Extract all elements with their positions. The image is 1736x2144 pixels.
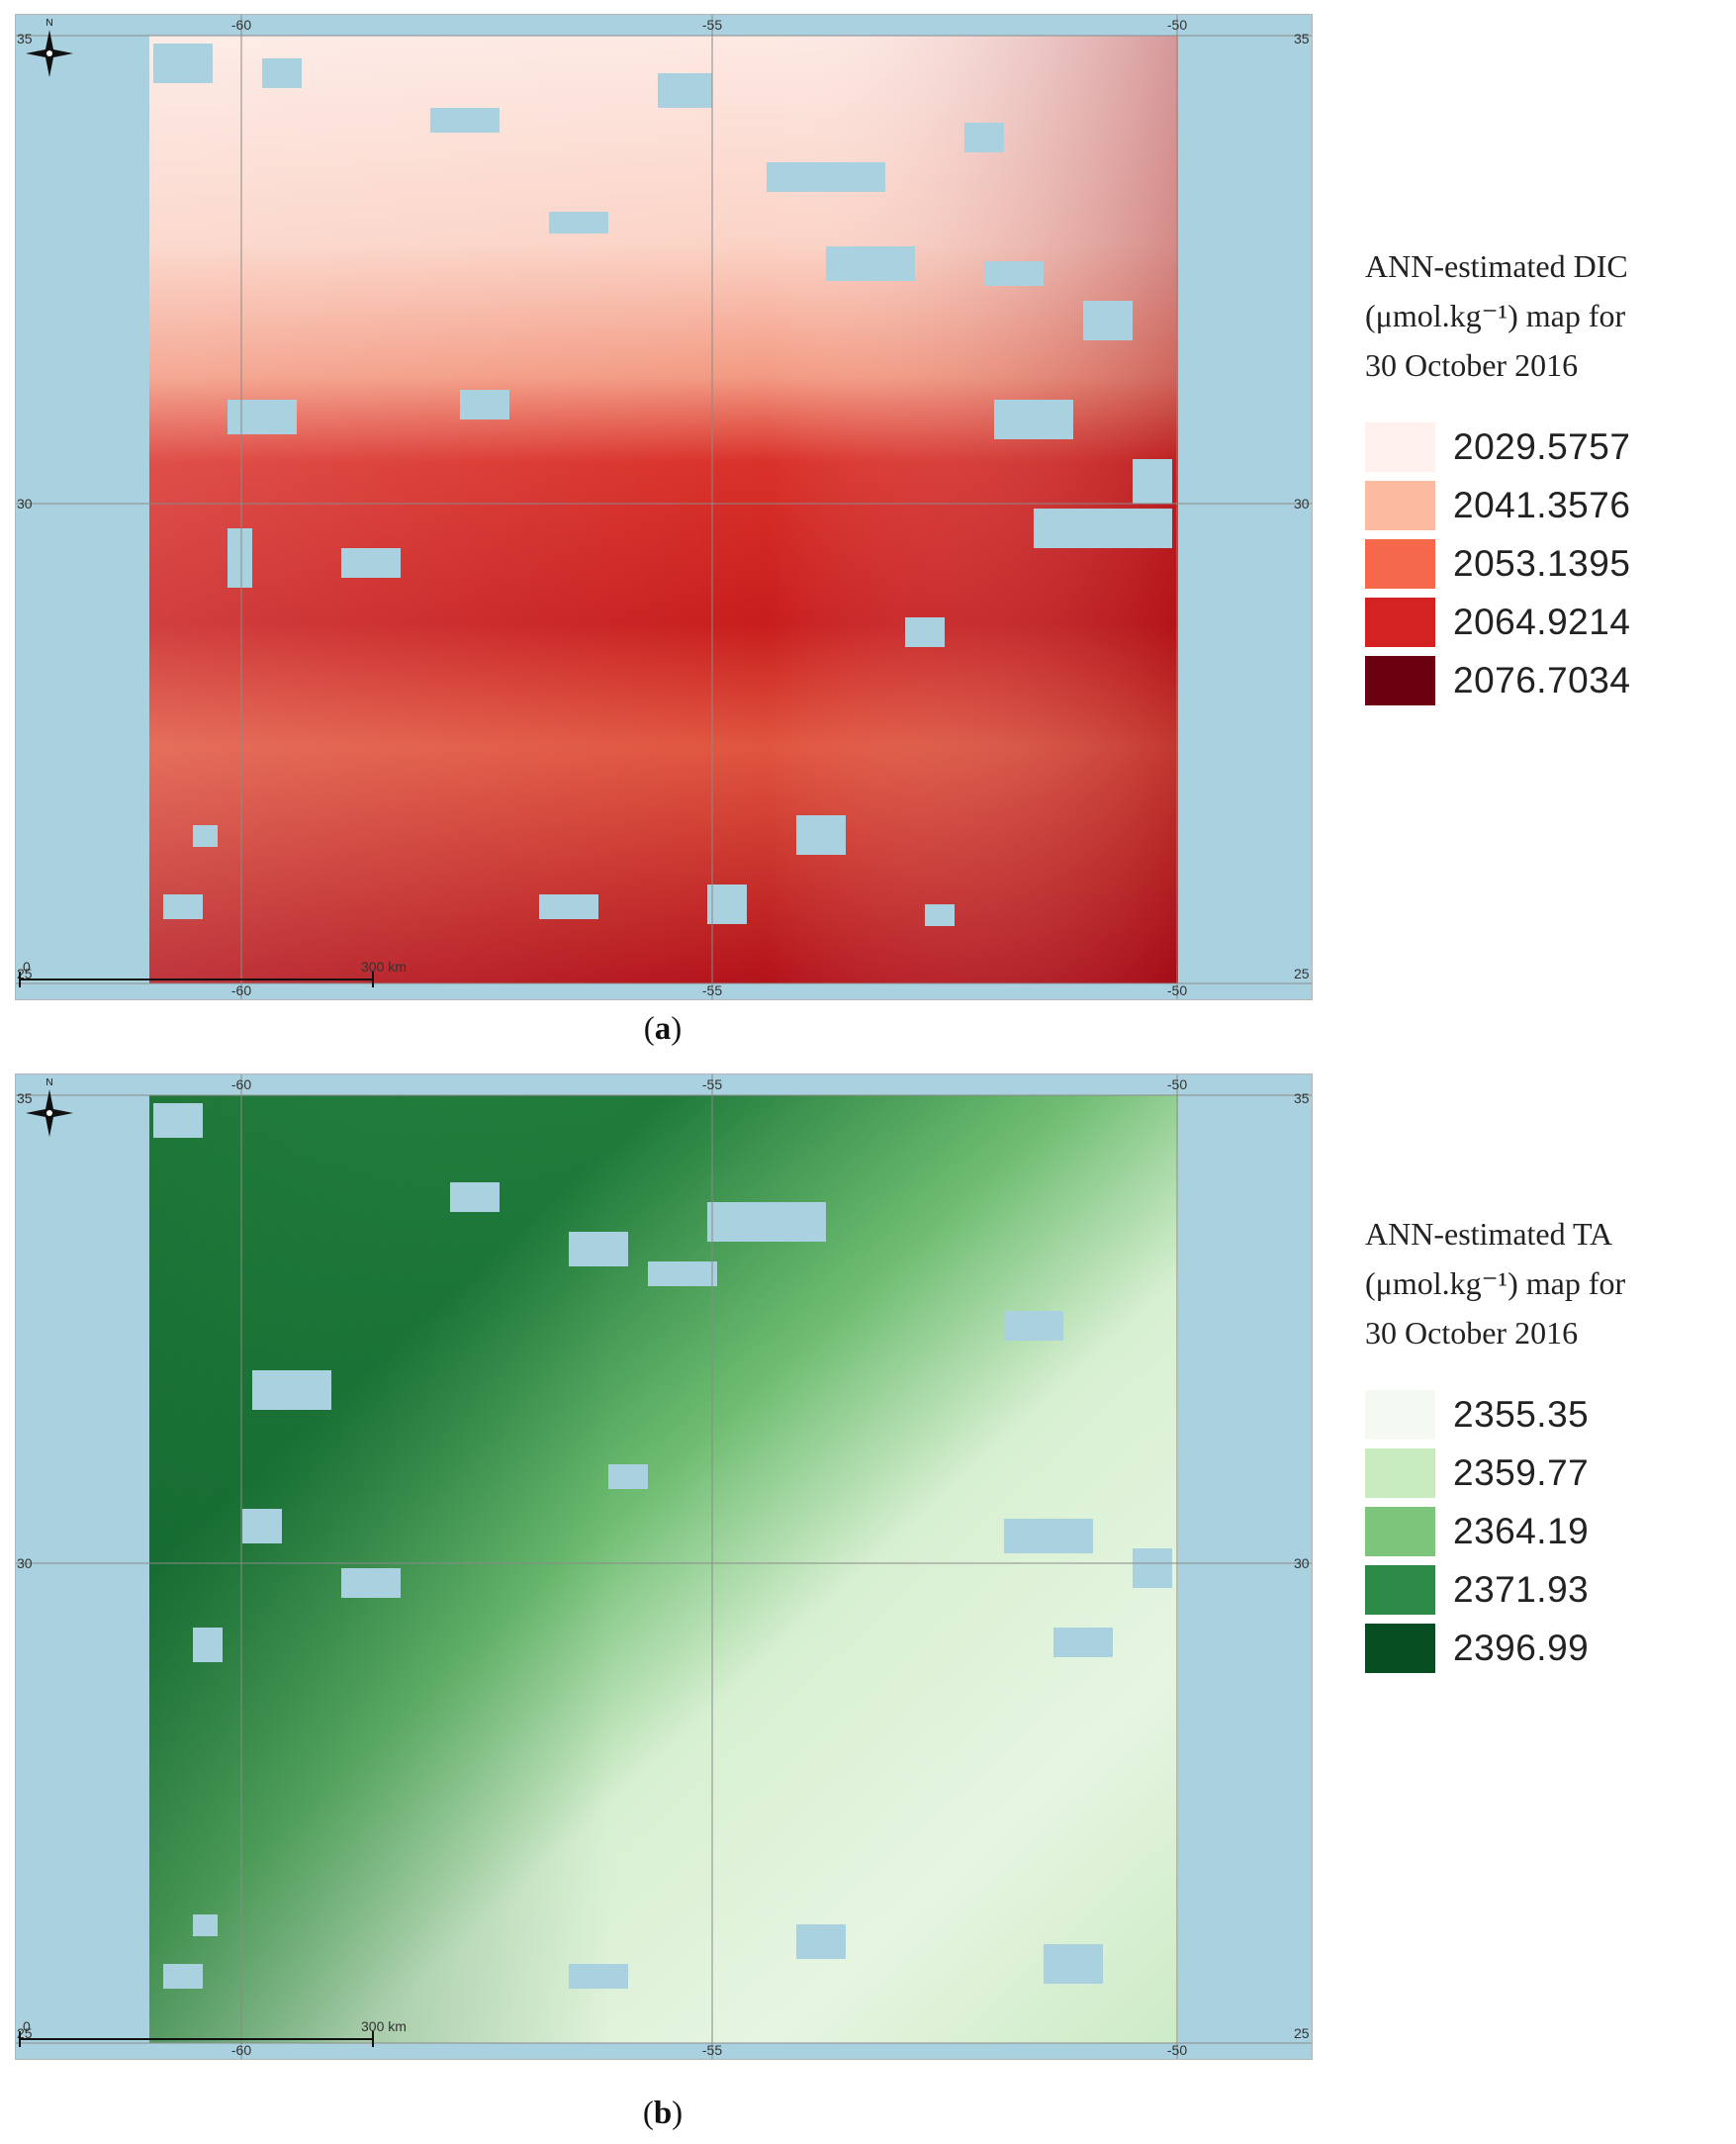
- tick-label: 35: [1294, 1090, 1310, 1106]
- scale-bar-label: 300 km: [361, 959, 407, 975]
- cloud-gaps: [153, 44, 1172, 926]
- bottom-tick-labels: -60 -55 -50: [231, 2042, 1187, 2058]
- legend-value: 2053.1395: [1453, 542, 1631, 584]
- map-grid: [15, 1073, 1313, 2060]
- legend-item: 2355.35: [1365, 1385, 1731, 1444]
- legend-swatch: [1365, 597, 1435, 647]
- legend-value: 2076.7034: [1453, 659, 1631, 700]
- north-label: N: [46, 18, 52, 29]
- legend-title: ANN-estimated DIC (μmol.kg⁻¹) map for 30…: [1365, 241, 1731, 390]
- legend-title-line: ANN-estimated DIC: [1365, 248, 1628, 284]
- legend-title: ANN-estimated TA (μmol.kg⁻¹) map for 30 …: [1365, 1209, 1731, 1357]
- tick-label: 25: [1294, 966, 1310, 981]
- cloud-gaps: [153, 1103, 1172, 1989]
- legend-item: 2396.99: [1365, 1619, 1731, 1677]
- tick-label: 35: [17, 31, 33, 47]
- scale-bar-zero: 0: [23, 959, 31, 975]
- left-tick-labels: 35 30 25: [17, 31, 33, 981]
- tick-label: -60: [231, 2042, 251, 2058]
- tick-label: -55: [702, 2042, 722, 2058]
- legend-title-line: 30 October 2016: [1365, 347, 1579, 383]
- caption-letter: b: [653, 2096, 673, 2131]
- legend-title-line: ANN-estimated TA: [1365, 1216, 1613, 1252]
- dic-legend: ANN-estimated DIC (μmol.kg⁻¹) map for 30…: [1365, 241, 1731, 709]
- tick-label: 30: [17, 1555, 33, 1571]
- legend-items: 2029.5757 2041.3576 2053.1395 2064.9214 …: [1365, 418, 1731, 709]
- scale-bar: 0 300 km: [19, 2018, 407, 2047]
- dic-map-panel: -60 -55 -50 -60 -55 -50 35 30 25 35 30 2…: [15, 14, 1313, 1000]
- legend-value: 2371.93: [1453, 1568, 1590, 1610]
- scale-bar-zero: 0: [23, 2018, 31, 2034]
- legend-item: 2041.3576: [1365, 476, 1731, 534]
- scale-bar: 0 300 km: [19, 959, 407, 987]
- map-grid: [15, 14, 1313, 1000]
- legend-value: 2064.9214: [1453, 601, 1631, 642]
- legend-swatch: [1365, 1564, 1435, 1615]
- tick-label: 30: [1294, 496, 1310, 512]
- tick-label: -55: [702, 982, 722, 998]
- legend-swatch: [1365, 655, 1435, 705]
- panel-caption: (a): [643, 1011, 683, 1047]
- ta-legend: ANN-estimated TA (μmol.kg⁻¹) map for 30 …: [1365, 1209, 1731, 1677]
- north-label: N: [46, 1077, 52, 1088]
- panel-caption: (b): [642, 2096, 684, 2131]
- legend-item: 2076.7034: [1365, 651, 1731, 709]
- legend-title-line: (μmol.kg⁻¹) map for: [1365, 298, 1626, 333]
- ta-raster-shading: [149, 1095, 1178, 2043]
- tick-label: 35: [17, 1090, 33, 1106]
- tick-label: 25: [1294, 2025, 1310, 2041]
- legend-swatch: [1365, 1623, 1435, 1673]
- ta-map-panel: -60 -55 -50 -60 -55 -50 35 30 25 35 30 2…: [15, 1073, 1313, 2060]
- legend-value: 2359.77: [1453, 1451, 1590, 1493]
- legend-value: 2029.5757: [1453, 425, 1631, 467]
- dic-map: -60 -55 -50 -60 -55 -50 35 30 25 35 30 2…: [15, 14, 1313, 1000]
- tick-label: -55: [702, 17, 722, 33]
- top-tick-labels: -60 -55 -50: [231, 1076, 1187, 1092]
- tick-label: -50: [1167, 1076, 1187, 1092]
- tick-label: -60: [231, 17, 251, 33]
- north-arrow-icon: N: [26, 18, 73, 77]
- tick-label: -55: [702, 1076, 722, 1092]
- scale-bar-label: 300 km: [361, 2018, 407, 2034]
- tick-label: -60: [231, 1076, 251, 1092]
- legend-swatch: [1365, 1447, 1435, 1498]
- legend-item: 2371.93: [1365, 1560, 1731, 1619]
- legend-item: 2359.77: [1365, 1444, 1731, 1502]
- tick-label: -50: [1167, 982, 1187, 998]
- legend-item: 2029.5757: [1365, 418, 1731, 476]
- caption-letter: a: [654, 1011, 672, 1047]
- tick-label: 30: [17, 496, 33, 512]
- ta-map: -60 -55 -50 -60 -55 -50 35 30 25 35 30 2…: [15, 1073, 1313, 2060]
- legend-items: 2355.35 2359.77 2364.19 2371.93 2396.99: [1365, 1385, 1731, 1677]
- tick-label: -50: [1167, 2042, 1187, 2058]
- dic-raster-shading: [149, 36, 1178, 983]
- north-arrow-icon: N: [26, 1077, 73, 1137]
- legend-value: 2396.99: [1453, 1627, 1590, 1668]
- legend-swatch: [1365, 1389, 1435, 1440]
- legend-swatch: [1365, 1506, 1435, 1556]
- tick-label: -50: [1167, 17, 1187, 33]
- bottom-tick-labels: -60 -55 -50: [231, 982, 1187, 998]
- tick-label: 35: [1294, 31, 1310, 47]
- legend-item: 2364.19: [1365, 1502, 1731, 1560]
- right-tick-labels: 35 30 25: [1294, 31, 1310, 981]
- legend-title-line: (μmol.kg⁻¹) map for: [1365, 1265, 1626, 1301]
- legend-value: 2364.19: [1453, 1510, 1590, 1551]
- tick-label: -60: [231, 982, 251, 998]
- legend-swatch: [1365, 538, 1435, 589]
- legend-swatch: [1365, 480, 1435, 530]
- legend-item: 2064.9214: [1365, 593, 1731, 651]
- right-tick-labels: 35 30 25: [1294, 1090, 1310, 2041]
- legend-title-line: 30 October 2016: [1365, 1315, 1579, 1351]
- top-tick-labels: -60 -55 -50: [231, 17, 1187, 33]
- tick-label: 30: [1294, 1555, 1310, 1571]
- legend-swatch: [1365, 421, 1435, 472]
- legend-value: 2355.35: [1453, 1393, 1590, 1435]
- legend-item: 2053.1395: [1365, 534, 1731, 593]
- legend-value: 2041.3576: [1453, 484, 1631, 525]
